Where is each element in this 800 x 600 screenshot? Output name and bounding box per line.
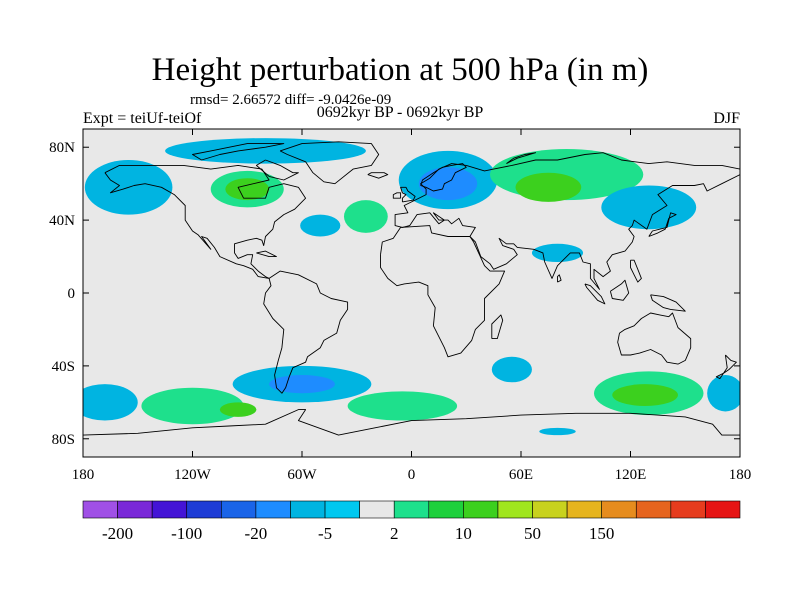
coastline-baffin-island — [255, 159, 299, 181]
anomaly-north-atlantic-high — [343, 200, 388, 233]
coastline-antarctica — [83, 409, 740, 436]
coastline-great-britain — [400, 186, 416, 203]
anomaly-indian-ocean-low — [491, 356, 532, 383]
anomaly-tasman-low — [707, 375, 740, 412]
colorbar-swatch — [151, 500, 188, 519]
anomaly-north-africa-low — [531, 243, 584, 263]
colorbar-swatch — [117, 500, 153, 519]
figure-title: Height perturbation at 500 hPa (in m) — [151, 52, 649, 88]
colorbar-label: -20 — [245, 524, 268, 543]
colorbar-swatch — [255, 500, 291, 519]
x-tick-label: 180 — [72, 467, 95, 483]
coastline-south-america — [263, 270, 349, 394]
colorbar-swatch — [359, 500, 395, 519]
experiment-label: Expt = teiUf-teiOf — [83, 110, 202, 127]
season-label: DJF — [713, 110, 740, 127]
coastline-eurasia — [394, 152, 740, 290]
colorbar-swatch — [82, 500, 118, 519]
colorbar-swatch — [705, 500, 741, 519]
colorbar-label: 50 — [524, 524, 541, 543]
x-tick-label: 0 — [408, 467, 416, 483]
stats-label: rmsd= 2.66572 diff= -9.0426e-09 — [190, 92, 392, 108]
coastline-new-guinea — [650, 294, 686, 312]
y-tick-label: 80S — [52, 432, 75, 448]
colorbar-swatch — [670, 500, 706, 519]
anomaly-south-atlantic-high — [347, 391, 458, 421]
anomaly-europe-low-core — [418, 167, 478, 201]
y-tick-label: 0 — [68, 286, 76, 302]
colorbar-swatch — [324, 500, 360, 519]
anomaly-south-america-low-core — [269, 375, 335, 394]
coastline-borneo — [609, 279, 630, 301]
anomaly-layer — [83, 138, 740, 436]
anomaly-south-pacific-high-core — [219, 402, 257, 417]
colorbar-label: -200 — [102, 524, 133, 543]
x-tick-label: 60W — [287, 467, 317, 483]
anomaly-antarctic-low — [539, 427, 576, 436]
colorbar-label: -100 — [171, 524, 202, 543]
coastline-sri-lanka — [557, 274, 562, 283]
colorbar-label: 150 — [589, 524, 615, 543]
coastline-layer — [83, 141, 740, 436]
x-tick-label: 120W — [174, 467, 212, 483]
coastline-greenland — [279, 141, 380, 185]
coastline-canadian-archipelago — [192, 143, 285, 161]
coastline-japan — [648, 212, 677, 237]
anomaly-north-america-high-core — [225, 178, 270, 201]
colorbar-swatch — [428, 500, 464, 519]
y-tick-label: 40S — [52, 359, 75, 375]
coastline-ireland — [392, 192, 402, 199]
anomaly-mid-atlantic-low — [300, 214, 341, 237]
coastline-scandinavia — [420, 163, 467, 192]
colorbar: -200 -100 -20 -5 2 10 50 150 — [82, 500, 741, 543]
coastline-australia — [617, 312, 692, 365]
colorbar-swatch — [497, 500, 533, 519]
colorbar-label: -5 — [318, 524, 332, 543]
coastline-iceland — [367, 172, 389, 179]
anomaly-siberia-high-core — [515, 172, 582, 202]
x-tick-label: 60E — [509, 467, 533, 483]
colorbar-swatch — [532, 500, 568, 519]
x-tick-label: 120E — [615, 467, 647, 483]
coastline-africa — [380, 225, 506, 358]
anomaly-arctic-canada-low — [165, 138, 366, 164]
colorbar-swatch — [601, 500, 637, 519]
colorbar-swatch — [566, 500, 602, 519]
colorbar-label: 2 — [390, 524, 399, 543]
colorbar-swatch — [290, 500, 326, 519]
coastline-philippines — [630, 259, 642, 283]
coastline-sumatra — [584, 283, 606, 305]
coastline-novaya-zemlya — [506, 152, 537, 165]
period-label: 0692kyr BP - 0692kyr BP — [316, 104, 484, 121]
colorbar-swatch — [221, 500, 257, 519]
anomaly-south-indian-high-core — [612, 384, 678, 406]
coastline-madagascar — [491, 314, 504, 340]
colorbar-swatch — [393, 500, 430, 519]
colorbar-swatch — [463, 500, 499, 519]
colorbar-swatch — [186, 500, 222, 519]
colorbar-swatch — [635, 500, 672, 519]
y-tick-label: 40N — [49, 213, 75, 229]
coastline-north-america — [104, 164, 307, 279]
coastline-new-zealand — [715, 354, 737, 380]
x-tick-label: 180 — [729, 467, 752, 483]
colorbar-label: 10 — [455, 524, 472, 543]
coastline-cuba — [256, 250, 277, 258]
y-tick-label: 80N — [49, 140, 75, 156]
axis-layer: 180 120W 60W 0 60E 120E 180 80N 40N 0 40S 80S — [49, 129, 751, 483]
anomaly-south-pacific-high — [141, 387, 244, 425]
anomaly-south-pacific-low-west — [83, 384, 138, 421]
anomaly-east-asia-low — [601, 185, 697, 230]
